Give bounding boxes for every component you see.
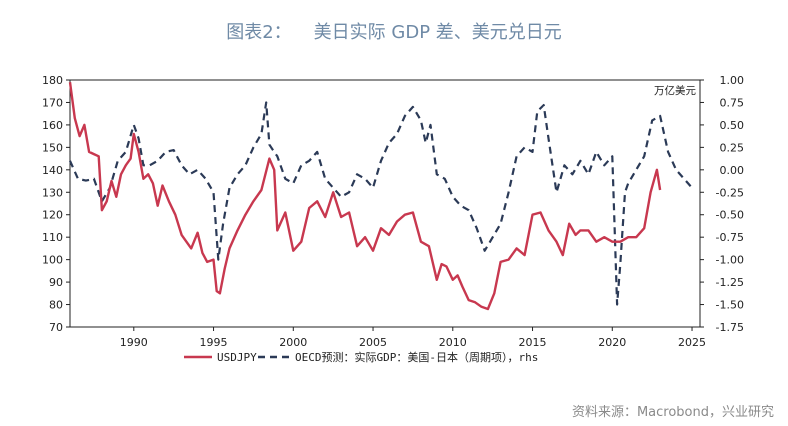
x-tick-label: 2000 — [279, 336, 307, 349]
y-right-tick-label: 0.50 — [720, 119, 745, 132]
x-tick-label: 1995 — [200, 336, 228, 349]
x-tick-label: 2010 — [439, 336, 467, 349]
y-right-tick-label: -0.25 — [716, 186, 744, 199]
x-tick-label: 1990 — [120, 336, 148, 349]
y-right-tick-label: 1.00 — [720, 74, 745, 87]
legend-label-oecd: OECD预测：实际GDP：美国-日本（周期项），rhs — [295, 350, 538, 364]
y-right-tick-label: -1.00 — [716, 254, 744, 267]
source-note: 资料来源：Macrobond，兴业研究 — [571, 405, 774, 420]
y-left-tick-label: 110 — [42, 231, 63, 244]
y-right-tick-label: -1.25 — [716, 276, 744, 289]
y-left-tick-label: 140 — [42, 164, 63, 177]
y-left-tick-label: 90 — [49, 276, 63, 289]
right-axis-unit: 万亿美元 — [654, 84, 696, 97]
y-right-tick-label: 0.25 — [720, 141, 745, 154]
y-right-tick-label: -0.50 — [716, 209, 744, 222]
series-line-usdjpy — [68, 82, 662, 311]
title-text: 美日实际 GDP 差、美元兑日元 — [313, 22, 562, 43]
y-left-tick-label: 160 — [42, 119, 63, 132]
y-left-tick-label: 170 — [42, 96, 63, 109]
x-tick-label: 2025 — [678, 336, 706, 349]
chart-title: 图表2： 美日实际 GDP 差、美元兑日元 — [0, 18, 788, 44]
y-left-tick-label: 120 — [42, 209, 63, 222]
y-right-tick-label: -1.75 — [716, 321, 744, 334]
x-tick-label: 2015 — [519, 336, 547, 349]
y-left-tick-label: 100 — [42, 254, 63, 267]
y-right-tick-label: -0.75 — [716, 231, 744, 244]
figure-label: 图表2： — [226, 22, 292, 43]
x-tick-label: 2005 — [359, 336, 387, 349]
y-right-tick-label: 0.75 — [720, 96, 745, 109]
plot-frame — [69, 79, 701, 328]
legend-label-usdjpy: USDJPY — [217, 351, 257, 364]
y-left-tick-label: 70 — [49, 321, 63, 334]
y-left-tick-label: 150 — [42, 141, 63, 154]
y-right-tick-label: 0.00 — [720, 164, 745, 177]
series-line-oecd — [68, 101, 693, 306]
y-left-tick-label: 80 — [49, 299, 63, 312]
y-right-tick-label: -1.50 — [716, 299, 744, 312]
y-left-tick-label: 130 — [42, 186, 63, 199]
x-tick-label: 2020 — [598, 336, 626, 349]
y-left-tick-label: 180 — [42, 74, 63, 87]
